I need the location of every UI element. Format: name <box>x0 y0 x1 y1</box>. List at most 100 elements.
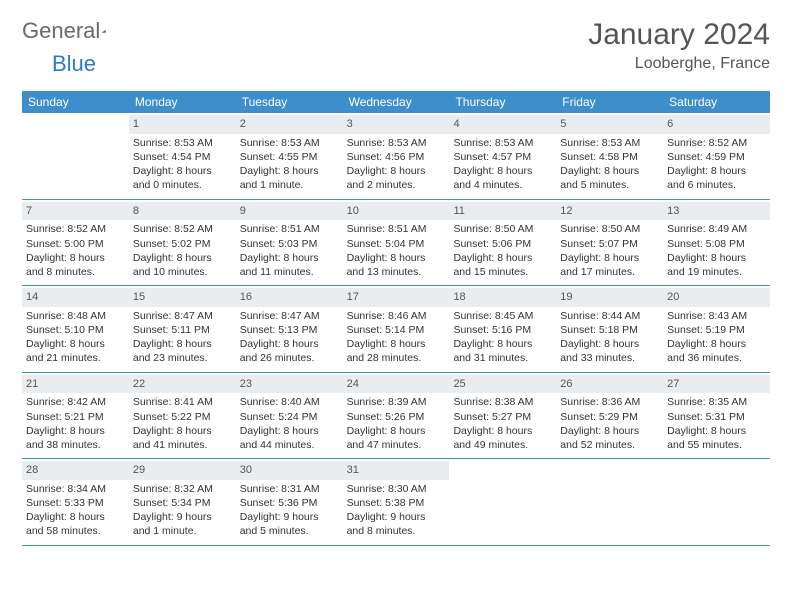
sunset-text: Sunset: 5:02 PM <box>133 237 232 251</box>
day-cell <box>22 113 129 199</box>
day-number: 22 <box>129 375 236 394</box>
sunset-text: Sunset: 5:24 PM <box>240 410 339 424</box>
day-cell: 17Sunrise: 8:46 AMSunset: 5:14 PMDayligh… <box>343 286 450 372</box>
week-row: 1Sunrise: 8:53 AMSunset: 4:54 PMDaylight… <box>22 113 770 200</box>
daylight-text: Daylight: 8 hours and 4 minutes. <box>453 164 552 192</box>
day-cell: 30 Sunrise: 8:31 AMSunset: 5:36 PMDayligh… <box>236 459 343 545</box>
sunset-text: Sunset: 5:13 PM <box>240 323 339 337</box>
day-info: Sunrise: 8:35 AMSunset: 5:31 PMDaylight:… <box>667 395 766 452</box>
day-cell: 18Sunrise: 8:45 AMSunset: 5:16 PMDayligh… <box>449 286 556 372</box>
daylight-text: Daylight: 8 hours and 52 minutes. <box>560 424 659 452</box>
day-cell: 7Sunrise: 8:52 AMSunset: 5:00 PMDaylight… <box>22 200 129 286</box>
sunrise-text: Sunrise: 8:50 AM <box>453 222 552 236</box>
day-cell: 24Sunrise: 8:39 AMSunset: 5:26 PMDayligh… <box>343 373 450 459</box>
day-info: Sunrise: 8:53 AMSunset: 4:56 PMDaylight:… <box>347 136 446 193</box>
daylight-text: Daylight: 8 hours and 0 minutes. <box>133 164 232 192</box>
sunrise-text: Sunrise: 8:52 AM <box>26 222 125 236</box>
day-info: Sunrise: 8:45 AMSunset: 5:16 PMDaylight:… <box>453 309 552 366</box>
day-info: Sunrise: 8:52 AMSunset: 4:59 PMDaylight:… <box>667 136 766 193</box>
day-number: 15 <box>129 288 236 307</box>
week-row: 7Sunrise: 8:52 AMSunset: 5:00 PMDaylight… <box>22 200 770 287</box>
logo-text-general: General <box>22 18 100 44</box>
sunrise-text: Sunrise: 8:52 AM <box>133 222 232 236</box>
day-cell: 6 Sunrise: 8:52 AMSunset: 4:59 PMDaylight… <box>663 113 770 199</box>
day-cell: 13Sunrise: 8:49 AMSunset: 5:08 PMDayligh… <box>663 200 770 286</box>
daylight-text: Daylight: 8 hours and 36 minutes. <box>667 337 766 365</box>
day-number: 23 <box>236 375 343 394</box>
day-cell: 16Sunrise: 8:47 AMSunset: 5:13 PMDayligh… <box>236 286 343 372</box>
daylight-text: Daylight: 8 hours and 8 minutes. <box>26 251 125 279</box>
day-info: Sunrise: 8:30 AMSunset: 5:38 PMDaylight:… <box>347 482 446 539</box>
day-info: Sunrise: 8:39 AMSunset: 5:26 PMDaylight:… <box>347 395 446 452</box>
day-number: 10 <box>343 202 450 221</box>
sunrise-text: Sunrise: 8:30 AM <box>347 482 446 496</box>
daylight-text: Daylight: 8 hours and 47 minutes. <box>347 424 446 452</box>
day-cell: 4Sunrise: 8:53 AMSunset: 4:57 PMDaylight… <box>449 113 556 199</box>
day-cell: 8Sunrise: 8:52 AMSunset: 5:02 PMDaylight… <box>129 200 236 286</box>
day-cell: 9Sunrise: 8:51 AMSunset: 5:03 PMDaylight… <box>236 200 343 286</box>
week-row: 21Sunrise: 8:42 AMSunset: 5:21 PM Dayligh… <box>22 373 770 460</box>
sunset-text: Sunset: 5:27 PM <box>453 410 552 424</box>
dow-thursday: Thursday <box>449 91 556 113</box>
calendar-grid: Sunday Monday Tuesday Wednesday Thursday… <box>22 91 770 546</box>
calendar-page: General January 2024 Looberghe, France B… <box>0 0 792 546</box>
sunrise-text: Sunrise: 8:49 AM <box>667 222 766 236</box>
sunset-text: Sunset: 5:33 PM <box>26 496 125 510</box>
daylight-text: Daylight: 8 hours and 11 minutes. <box>240 251 339 279</box>
sunset-text: Sunset: 5:11 PM <box>133 323 232 337</box>
sunset-text: Sunset: 5:00 PM <box>26 237 125 251</box>
sunset-text: Sunset: 5:03 PM <box>240 237 339 251</box>
daylight-text: Daylight: 9 hours and 1 minute. <box>133 510 232 538</box>
sunrise-text: Sunrise: 8:40 AM <box>240 395 339 409</box>
sunrise-text: Sunrise: 8:42 AM <box>26 395 125 409</box>
daylight-text: Daylight: 9 hours and 5 minutes. <box>240 510 339 538</box>
daylight-text: Daylight: 8 hours and 19 minutes. <box>667 251 766 279</box>
day-info: Sunrise: 8:44 AMSunset: 5:18 PMDaylight:… <box>560 309 659 366</box>
day-cell: 28Sunrise: 8:34 AMSunset: 5:33 PMDayligh… <box>22 459 129 545</box>
day-info: Sunrise: 8:43 AMSunset: 5:19 PMDaylight:… <box>667 309 766 366</box>
dow-monday: Monday <box>129 91 236 113</box>
day-cell: 5Sunrise: 8:53 AMSunset: 4:58 PMDaylight… <box>556 113 663 199</box>
sunset-text: Sunset: 5:16 PM <box>453 323 552 337</box>
day-info: Sunrise: 8:48 AMSunset: 5:10 PMDaylight:… <box>26 309 125 366</box>
day-info: Sunrise: 8:53 AMSunset: 4:58 PMDaylight:… <box>560 136 659 193</box>
day-cell <box>556 459 663 545</box>
day-info: Sunrise: 8:53 AMSunset: 4:57 PMDaylight:… <box>453 136 552 193</box>
daylight-text: Daylight: 8 hours and 15 minutes. <box>453 251 552 279</box>
week-row: 14 Sunrise: 8:48 AMSunset: 5:10 PMDayligh… <box>22 286 770 373</box>
day-cell: 20Sunrise: 8:43 AMSunset: 5:19 PMDayligh… <box>663 286 770 372</box>
week-row: 28Sunrise: 8:34 AMSunset: 5:33 PMDayligh… <box>22 459 770 546</box>
sunrise-text: Sunrise: 8:34 AM <box>26 482 125 496</box>
sunrise-text: Sunrise: 8:35 AM <box>667 395 766 409</box>
sunrise-text: Sunrise: 8:43 AM <box>667 309 766 323</box>
day-number: 30 <box>236 461 343 480</box>
day-number: 11 <box>449 202 556 221</box>
daylight-text: Daylight: 8 hours and 13 minutes. <box>347 251 446 279</box>
sunset-text: Sunset: 5:36 PM <box>240 496 339 510</box>
day-info: Sunrise: 8:31 AMSunset: 5:36 PMDaylight:… <box>240 482 339 539</box>
daylight-text: Daylight: 8 hours and 44 minutes. <box>240 424 339 452</box>
brand-logo: General <box>22 18 126 44</box>
daylight-text: Daylight: 8 hours and 1 minute. <box>240 164 339 192</box>
day-number: 6 <box>663 115 770 134</box>
day-cell: 25Sunrise: 8:38 AMSunset: 5:27 PMDayligh… <box>449 373 556 459</box>
sunrise-text: Sunrise: 8:53 AM <box>347 136 446 150</box>
sunset-text: Sunset: 5:38 PM <box>347 496 446 510</box>
sunrise-text: Sunrise: 8:36 AM <box>560 395 659 409</box>
day-info: Sunrise: 8:51 AMSunset: 5:03 PMDaylight:… <box>240 222 339 279</box>
daylight-text: Daylight: 8 hours and 33 minutes. <box>560 337 659 365</box>
day-of-week-header: Sunday Monday Tuesday Wednesday Thursday… <box>22 91 770 113</box>
sunset-text: Sunset: 5:19 PM <box>667 323 766 337</box>
sunset-text: Sunset: 4:59 PM <box>667 150 766 164</box>
sunset-text: Sunset: 5:29 PM <box>560 410 659 424</box>
day-number: 26 <box>556 375 663 394</box>
sunset-text: Sunset: 5:21 PM <box>26 410 125 424</box>
day-number: 21 <box>22 375 129 394</box>
day-info: Sunrise: 8:51 AMSunset: 5:04 PMDaylight:… <box>347 222 446 279</box>
daylight-text: Daylight: 8 hours and 10 minutes. <box>133 251 232 279</box>
day-number: 1 <box>129 115 236 134</box>
sunset-text: Sunset: 4:54 PM <box>133 150 232 164</box>
day-number: 14 <box>22 288 129 307</box>
sunrise-text: Sunrise: 8:46 AM <box>347 309 446 323</box>
day-number: 24 <box>343 375 450 394</box>
